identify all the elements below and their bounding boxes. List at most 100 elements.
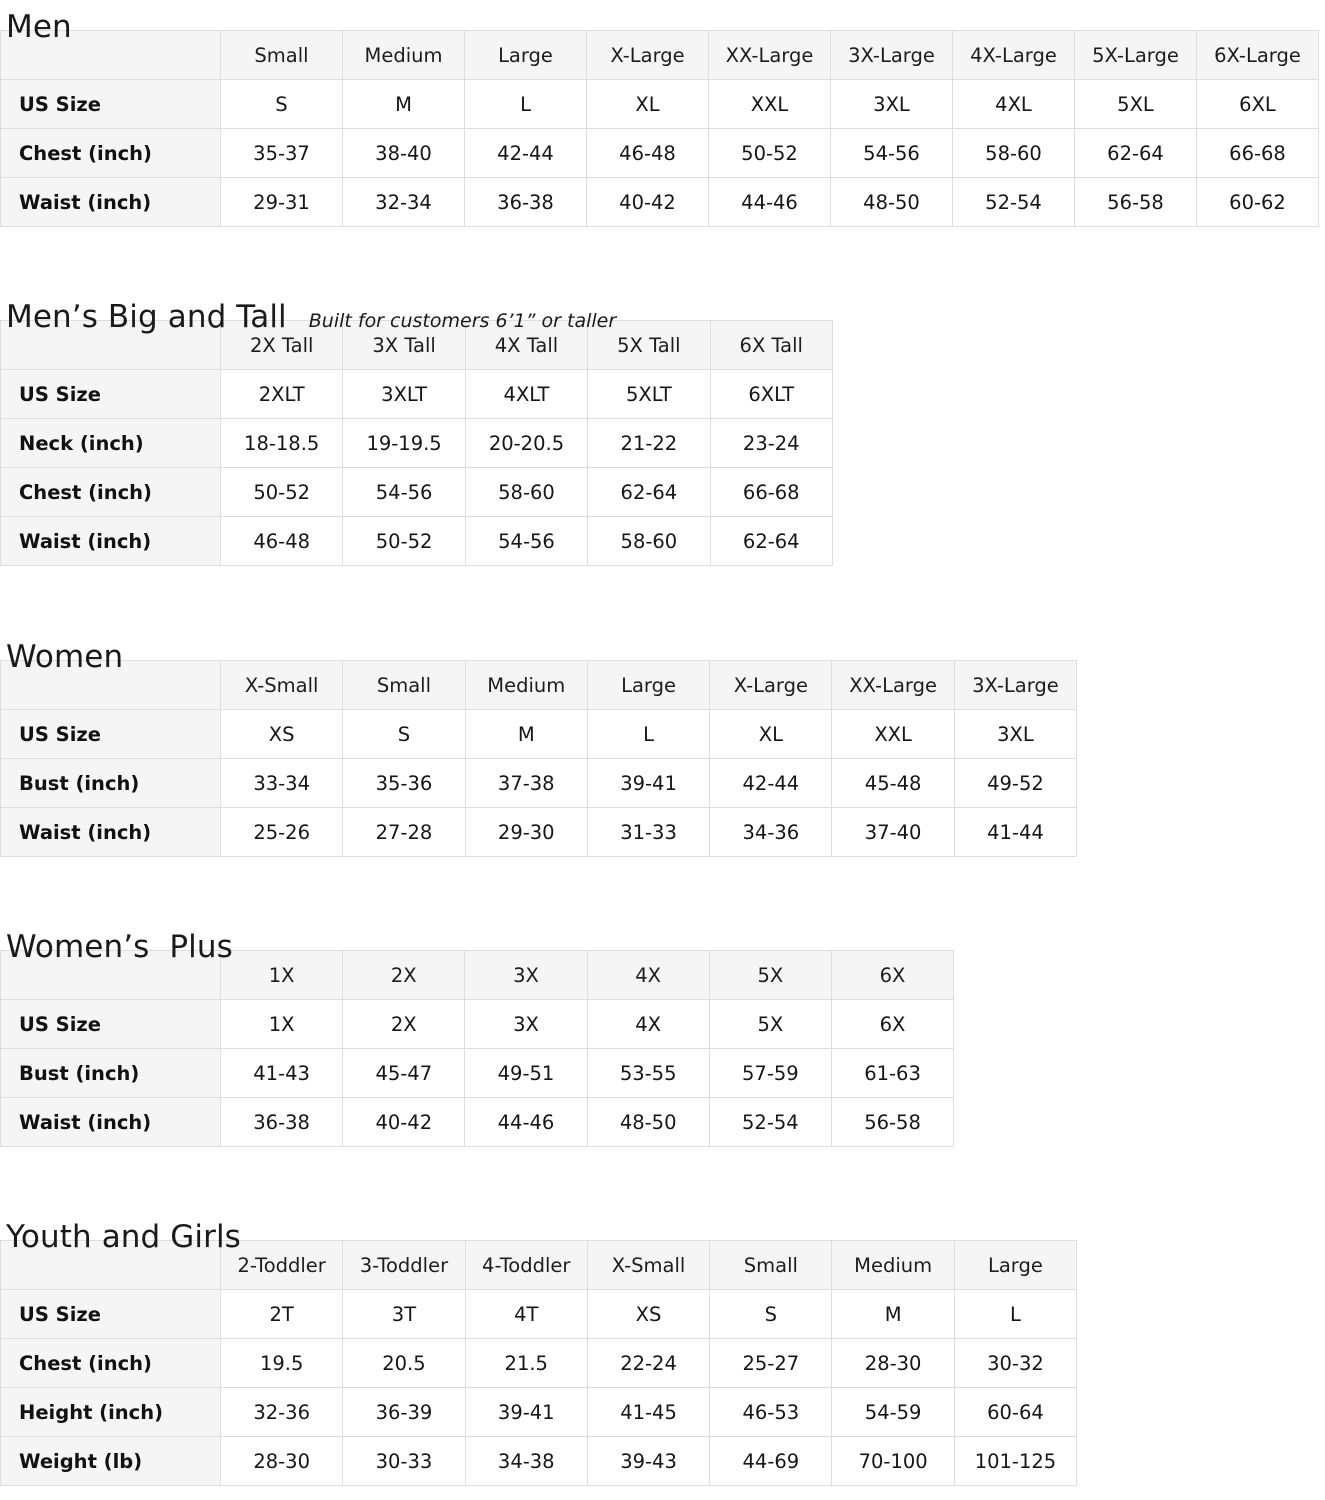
column-header: Large — [953, 1240, 1078, 1290]
table-cell: M — [342, 79, 465, 129]
table-row: Neck (inch) 18-18.5 19-19.5 20-20.5 21-2… — [0, 418, 833, 468]
table-row: Chest (inch) 19.5 20.5 21.5 22-24 25-27 … — [0, 1338, 1078, 1388]
section-subtitle-mens-big-and-tall: Built for customers 6’1” or taller — [308, 309, 617, 332]
table-cell: 60-64 — [953, 1387, 1078, 1437]
table-row: US Size XS S M L XL XXL 3XL — [0, 709, 1078, 759]
column-header: X-Small — [219, 660, 344, 710]
table-cell: 29-31 — [220, 177, 343, 227]
section-title-mens-big-and-tall: Men’s Big and Tall — [6, 298, 287, 335]
section-title-youth-and-girls: Youth and Girls — [6, 1218, 241, 1255]
row-label: US Size — [0, 1289, 221, 1339]
table-cell: 6XL — [1196, 79, 1319, 129]
table-cell: 29-30 — [464, 807, 588, 857]
table-cell: 30-32 — [953, 1338, 1078, 1388]
table-cell: 31-33 — [586, 807, 711, 857]
column-header: 6X — [830, 950, 955, 1000]
table-cell: 5XLT — [587, 369, 711, 419]
size-table-men: Small Medium Large X-Large XX-Large 3X-L… — [0, 30, 1319, 227]
table-row: Waist (inch) 46-48 50-52 54-56 58-60 62-… — [0, 516, 833, 566]
table-cell: 52-54 — [708, 1097, 832, 1147]
column-header: 4-Toddler — [464, 1240, 588, 1290]
table-cell: XS — [586, 1289, 711, 1339]
table-row: US Size 1X 2X 3X 4X 5X 6X — [0, 999, 955, 1049]
row-label: Waist (inch) — [0, 516, 221, 566]
table-cell: 42-44 — [709, 758, 833, 808]
section-title-womens-plus: Women’s Plus — [6, 928, 233, 965]
column-header: 3X-Large — [953, 660, 1078, 710]
row-label: Bust (inch) — [0, 1048, 221, 1098]
table-cell: 18-18.5 — [219, 418, 344, 468]
table-header-men: Small Medium Large X-Large XX-Large 3X-L… — [0, 30, 1319, 80]
section-header-womens-plus: Women’s Plus — [0, 906, 954, 962]
table-cell: 21.5 — [464, 1338, 588, 1388]
table-row: Chest (inch) 35-37 38-40 42-44 46-48 50-… — [0, 128, 1319, 178]
column-header: 4X-Large — [952, 30, 1075, 80]
column-header: 6X-Large — [1196, 30, 1319, 80]
table-cell: 6XLT — [709, 369, 833, 419]
table-cell: L — [586, 709, 711, 759]
section-womens-plus: Women’s Plus 1X 2X 3X 4X 5X 6X — [0, 906, 955, 1147]
table-cell: 2XLT — [219, 369, 344, 419]
table-cell: 21-22 — [587, 418, 711, 468]
table-cell: 56-58 — [1074, 177, 1197, 227]
column-header: 2X Tall — [219, 320, 344, 370]
table-cell: 57-59 — [708, 1048, 832, 1098]
column-header: Medium — [464, 660, 588, 710]
column-header: XX-Large — [831, 660, 955, 710]
column-header: 2-Toddler — [219, 1240, 344, 1290]
row-label: Weight (lb) — [0, 1436, 221, 1486]
table-cell: 20.5 — [342, 1338, 466, 1388]
column-header: 2X — [342, 950, 466, 1000]
table-cell: 3XL — [953, 709, 1078, 759]
column-header: 1X — [219, 950, 344, 1000]
column-header: 3-Toddler — [342, 1240, 466, 1290]
table-cell: 58-60 — [587, 516, 711, 566]
table-cell: 22-24 — [586, 1338, 711, 1388]
section-header-mens-big-and-tall: Men’s Big and Tall Built for customers 6… — [0, 276, 833, 332]
table-cell: 39-41 — [464, 1387, 588, 1437]
column-header: X-Large — [586, 30, 709, 80]
column-header: Medium — [831, 1240, 955, 1290]
table-body-youth-and-girls: US Size 2T 3T 4T XS S M L Chest (inch) 1… — [0, 1289, 1078, 1486]
table-header-row: Small Medium Large X-Large XX-Large 3X-L… — [0, 30, 1319, 80]
table-cell: 37-38 — [464, 758, 588, 808]
section-header-men: Men — [0, 0, 1319, 42]
section-youth-and-girls: Youth and Girls 2-Toddler 3-Toddler 4-To… — [0, 1196, 1078, 1486]
table-cell: 50-52 — [219, 467, 344, 517]
table-cell: L — [953, 1289, 1078, 1339]
table-cell: 54-56 — [342, 467, 466, 517]
table-corner-cell — [0, 1240, 221, 1290]
column-header: 4X Tall — [464, 320, 589, 370]
table-cell: S — [220, 79, 343, 129]
table-cell: 28-30 — [831, 1338, 955, 1388]
table-cell: 39-41 — [586, 758, 711, 808]
table-row: Waist (inch) 36-38 40-42 44-46 48-50 52-… — [0, 1097, 955, 1147]
table-cell: 44-69 — [709, 1436, 833, 1486]
table-cell: 2T — [219, 1289, 344, 1339]
table-corner-cell — [0, 950, 221, 1000]
table-corner-cell — [0, 660, 221, 710]
table-cell: 32-36 — [219, 1387, 344, 1437]
table-row: Bust (inch) 33-34 35-36 37-38 39-41 42-4… — [0, 758, 1078, 808]
table-cell: 40-42 — [342, 1097, 466, 1147]
table-cell: 34-36 — [709, 807, 833, 857]
table-cell: 66-68 — [709, 467, 833, 517]
table-cell: 62-64 — [587, 467, 711, 517]
table-cell: 62-64 — [709, 516, 833, 566]
table-cell: 46-48 — [586, 128, 709, 178]
table-corner-cell — [0, 30, 221, 80]
table-row: US Size 2XLT 3XLT 4XLT 5XLT 6XLT — [0, 369, 833, 419]
table-cell: 38-40 — [342, 128, 465, 178]
column-header: Small — [709, 1240, 833, 1290]
table-cell: 54-59 — [831, 1387, 955, 1437]
table-cell: XXL — [708, 79, 831, 129]
row-label: US Size — [0, 709, 221, 759]
table-cell: 35-37 — [220, 128, 343, 178]
table-row: Chest (inch) 50-52 54-56 58-60 62-64 66-… — [0, 467, 833, 517]
table-row: US Size S M L XL XXL 3XL 4XL 5XL 6XL — [0, 79, 1319, 129]
table-cell: 44-46 — [464, 1097, 588, 1147]
table-body-womens-plus: US Size 1X 2X 3X 4X 5X 6X Bust (inch) 41… — [0, 999, 955, 1147]
table-cell: 48-50 — [586, 1097, 710, 1147]
table-cell: 6X — [830, 999, 955, 1049]
table-header-mens-big-and-tall: 2X Tall 3X Tall 4X Tall 5X Tall 6X Tall — [0, 320, 833, 370]
